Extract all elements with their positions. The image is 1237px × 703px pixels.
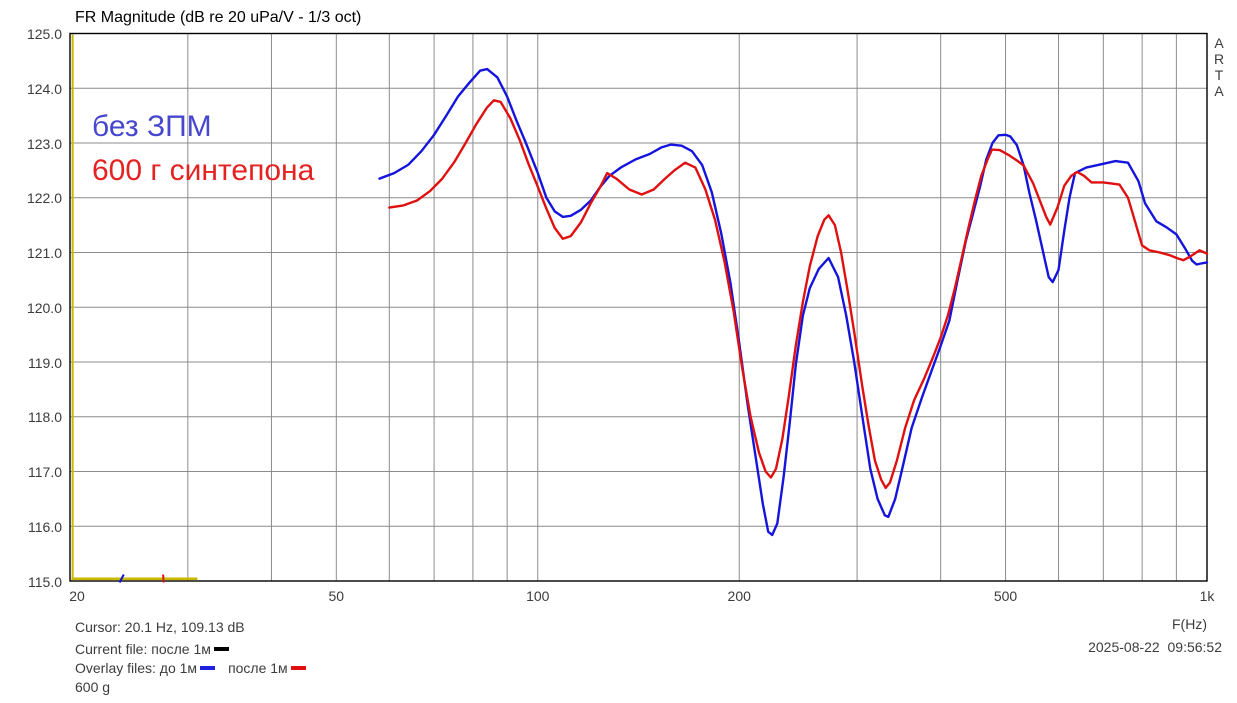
plot-border [69,32,1208,582]
overlay-file-1-label: Overlay files: до 1м [75,660,198,676]
y-tick-label: 118.0 [28,409,62,426]
measurement-datetime: 2025-08-22 09:56:52 [1088,639,1222,655]
current-file-label: Current file: после 1м [75,641,211,657]
arta-watermark-letter: A [1214,35,1224,51]
overlay-file-2-label: после 1м [228,660,288,676]
x-tick-label: 50 [328,588,345,604]
clipped-mark [162,574,165,583]
current-file-line: Current file: после 1м [75,641,229,657]
annotation-no-damping: без ЗПМ [92,110,212,143]
overlay-file-2-color-swatch [290,666,306,671]
y-tick-label: 122.0 [26,190,62,207]
chart-title: FR Magnitude (dB re 20 uPa/V - 1/3 oct) [75,9,362,26]
cursor-readout: Cursor: 20.1 Hz, 109.13 dB [75,619,245,635]
y-tick-label: 124.0 [26,80,62,97]
y-tick-label: 117.0 [28,464,62,480]
y-tick-label: 123.0 [26,135,62,152]
frequency-axis-label: F(Hz) [1172,616,1207,632]
annotation-600g-batting: 600 г синтепона [92,154,315,187]
y-tick-label: 125.0 [26,26,62,42]
arta-watermark-letter: R [1213,51,1225,67]
y-tick-label: 119.0 [28,354,62,371]
x-tick-label: 200 [727,588,751,604]
y-tick-label: 121.0 [26,245,62,261]
y-tick-label: 116.0 [28,518,62,535]
note-600g: 600 g [75,679,111,695]
y-tick-label: 120.0 [26,299,62,316]
curve-overlay-red [388,99,1209,490]
curve-overlay-blue [378,67,1209,537]
x-tick-label: 1k [1199,588,1215,604]
arta-watermark-letter: A [1214,83,1224,99]
x-tick-label: 500 [993,588,1018,604]
overlay-files-line: Overlay files: до 1м после 1м [75,660,306,676]
clipped-mark [118,574,125,583]
overlay-file-1-color-swatch [200,666,216,671]
x-tick-label: 20 [69,588,85,604]
x-tick-label: 100 [526,588,550,604]
arta-watermark-letter: T [1214,67,1224,83]
y-tick-label: 115.0 [28,573,62,590]
current-file-color-swatch [213,647,229,652]
